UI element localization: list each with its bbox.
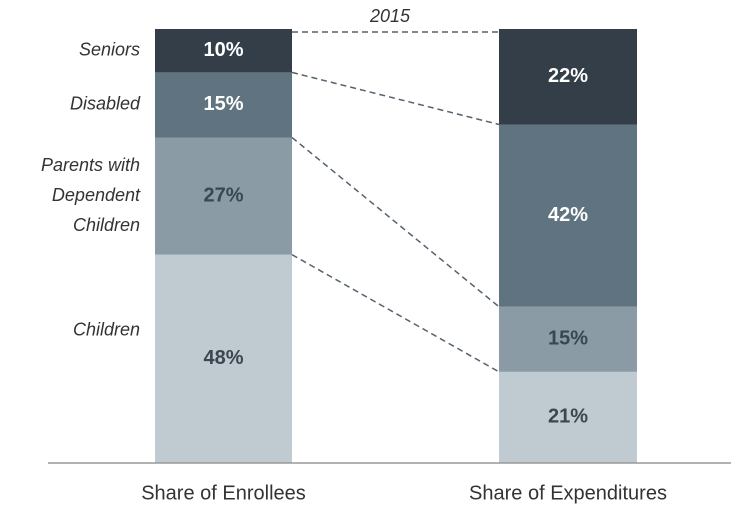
value-label: 22%	[548, 65, 588, 87]
series-label: Disabled	[70, 94, 141, 114]
value-label: 48%	[203, 347, 243, 369]
value-label: 10%	[203, 39, 243, 61]
value-label: 15%	[548, 328, 588, 350]
bar-segment	[155, 72, 292, 138]
connector	[291, 136, 500, 308]
bar-segment	[499, 29, 637, 125]
bar-segment	[499, 371, 637, 463]
bar-segment	[155, 137, 292, 255]
bar-segment	[499, 306, 637, 372]
bar-segment	[155, 29, 292, 73]
series-label-line: Parents with	[41, 155, 140, 175]
series-label: Seniors	[79, 39, 140, 59]
bar-segment	[499, 124, 637, 307]
series-label: Children	[73, 320, 140, 340]
series-label: Parents with Dependent Children	[41, 155, 141, 235]
value-label: 21%	[548, 406, 588, 428]
annotation: 2015	[369, 6, 411, 26]
series-label-line: Children	[73, 215, 140, 235]
connector	[291, 71, 500, 126]
x-tick-label: Share of Expenditures	[469, 482, 667, 504]
x-tick-label: Share of Enrollees	[141, 482, 306, 504]
series-label-line: Dependent	[52, 185, 141, 205]
value-label: 27%	[203, 184, 243, 206]
value-label: 15%	[203, 93, 243, 115]
value-label: 42%	[548, 204, 588, 226]
annotation-bg	[362, 6, 418, 30]
bar-segment	[155, 254, 292, 463]
